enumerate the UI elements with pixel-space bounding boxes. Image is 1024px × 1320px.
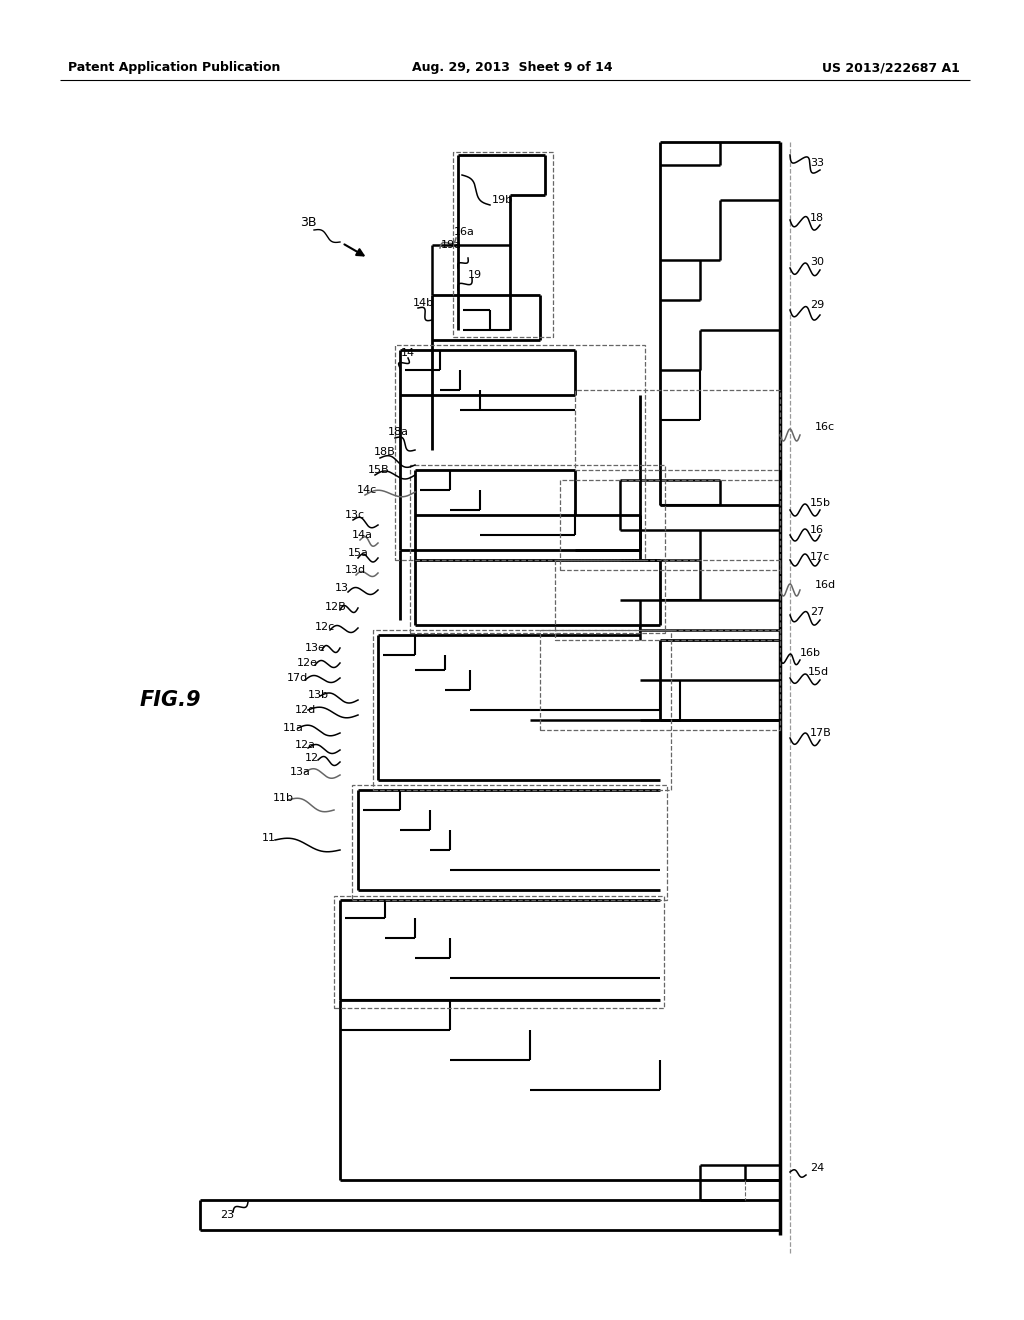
Bar (373, 630, 671, 789)
Bar (453, 152, 553, 337)
Text: 12B: 12B (325, 602, 347, 612)
Text: 19a: 19a (441, 240, 462, 249)
Text: 17c: 17c (810, 552, 830, 562)
Text: 23: 23 (220, 1210, 234, 1220)
Bar (575, 389, 780, 470)
Text: 27: 27 (810, 607, 824, 616)
Text: 11b: 11b (273, 793, 294, 803)
Bar (560, 480, 780, 570)
Text: 13c: 13c (345, 510, 366, 520)
Text: 15b: 15b (810, 498, 831, 508)
Text: 12a: 12a (295, 741, 316, 750)
Text: 15a: 15a (348, 548, 369, 558)
Text: 29: 29 (810, 300, 824, 310)
Text: 13a: 13a (290, 767, 311, 777)
Bar (395, 345, 645, 560)
Text: 18a: 18a (388, 426, 409, 437)
Text: 14b: 14b (413, 298, 434, 308)
Text: 13d: 13d (345, 565, 367, 576)
Text: 17d: 17d (287, 673, 308, 682)
Bar (555, 560, 780, 640)
Text: 24: 24 (810, 1163, 824, 1173)
Text: 19b: 19b (492, 195, 513, 205)
Text: Patent Application Publication: Patent Application Publication (68, 62, 281, 74)
Text: FIG.9: FIG.9 (140, 690, 202, 710)
Text: 18B: 18B (374, 447, 395, 457)
Text: 12d: 12d (295, 705, 316, 715)
Text: 16a: 16a (454, 227, 475, 238)
Text: 15B: 15B (368, 465, 389, 475)
Text: 11: 11 (262, 833, 276, 843)
Text: Aug. 29, 2013  Sheet 9 of 14: Aug. 29, 2013 Sheet 9 of 14 (412, 62, 612, 74)
Text: 16b: 16b (800, 648, 821, 657)
Text: 14: 14 (401, 348, 415, 358)
Text: 13b: 13b (308, 690, 329, 700)
Bar (410, 465, 665, 634)
Bar (352, 785, 667, 900)
Text: 12c: 12c (315, 622, 335, 632)
Bar (540, 630, 780, 730)
Text: 19: 19 (468, 271, 482, 280)
Bar (334, 896, 664, 1008)
Text: 12e: 12e (297, 657, 318, 668)
Text: 11a: 11a (283, 723, 304, 733)
Text: 30: 30 (810, 257, 824, 267)
Text: 33: 33 (810, 158, 824, 168)
Text: 3B: 3B (300, 215, 316, 228)
Text: 16d: 16d (815, 579, 837, 590)
Text: 14c: 14c (357, 484, 377, 495)
Text: 13: 13 (335, 583, 349, 593)
Text: 13e: 13e (305, 643, 326, 653)
Text: 12: 12 (305, 752, 319, 763)
Text: 15d: 15d (808, 667, 829, 677)
Text: 16: 16 (810, 525, 824, 535)
Text: 17B: 17B (810, 729, 831, 738)
Text: US 2013/222687 A1: US 2013/222687 A1 (822, 62, 961, 74)
Text: 14a: 14a (352, 531, 373, 540)
Text: 18: 18 (810, 213, 824, 223)
Text: 16c: 16c (815, 422, 836, 432)
